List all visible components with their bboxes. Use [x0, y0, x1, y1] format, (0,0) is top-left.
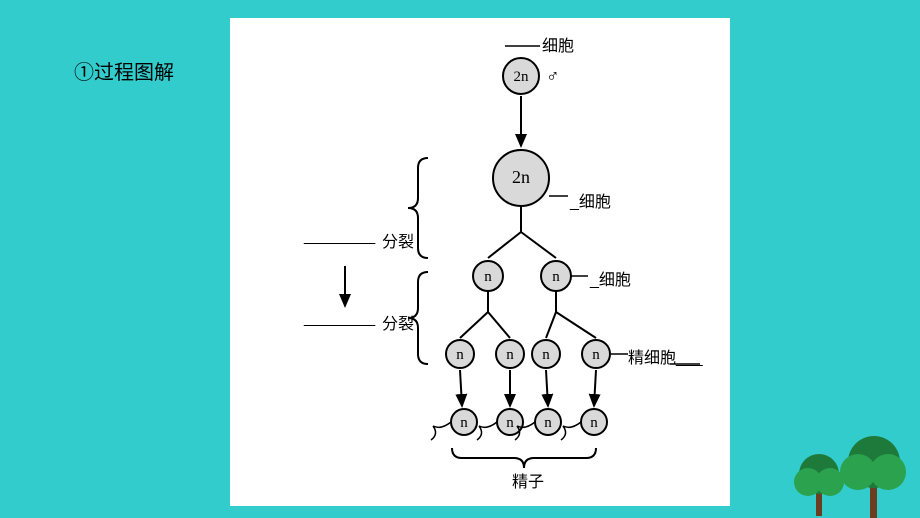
label-top-cell: 细胞 [542, 32, 574, 56]
first-div-text: 分裂 [382, 228, 414, 252]
page-title: ①过程图解 [74, 56, 174, 85]
label-primary-cell: _细胞 [570, 188, 611, 212]
cell-label-secondary_r: n [552, 269, 560, 285]
diagram-svg: 2n 2n n n n n n n n n n n [230, 18, 730, 506]
male-symbol: ♂ [546, 66, 560, 87]
trees-decoration [780, 428, 910, 518]
second-div-text: 分裂 [382, 310, 414, 334]
label-spermatid: 精细胞___ [628, 344, 703, 368]
diagram-panel: 2n 2n n n n n n n n n n n [230, 18, 730, 506]
first-div-blank: ________ [304, 228, 375, 246]
label-sperm: 精子 [512, 468, 544, 492]
cell-label-spermatogonium: 2n [514, 69, 530, 85]
cell-label-sperm3: n [544, 415, 552, 431]
label-secondary-cell: _细胞 [590, 266, 631, 290]
cell-label-primary: 2n [512, 167, 530, 187]
cell-label-tid4: n [592, 347, 600, 363]
cell-label-sperm1: n [460, 415, 468, 431]
cell-label-sperm2: n [506, 415, 514, 431]
cell-label-secondary_l: n [484, 269, 492, 285]
second-div-blank: ________ [304, 310, 375, 328]
cell-label-tid3: n [542, 347, 550, 363]
cell-label-sperm4: n [590, 415, 598, 431]
cell-label-tid1: n [456, 347, 464, 363]
cell-label-tid2: n [506, 347, 514, 363]
